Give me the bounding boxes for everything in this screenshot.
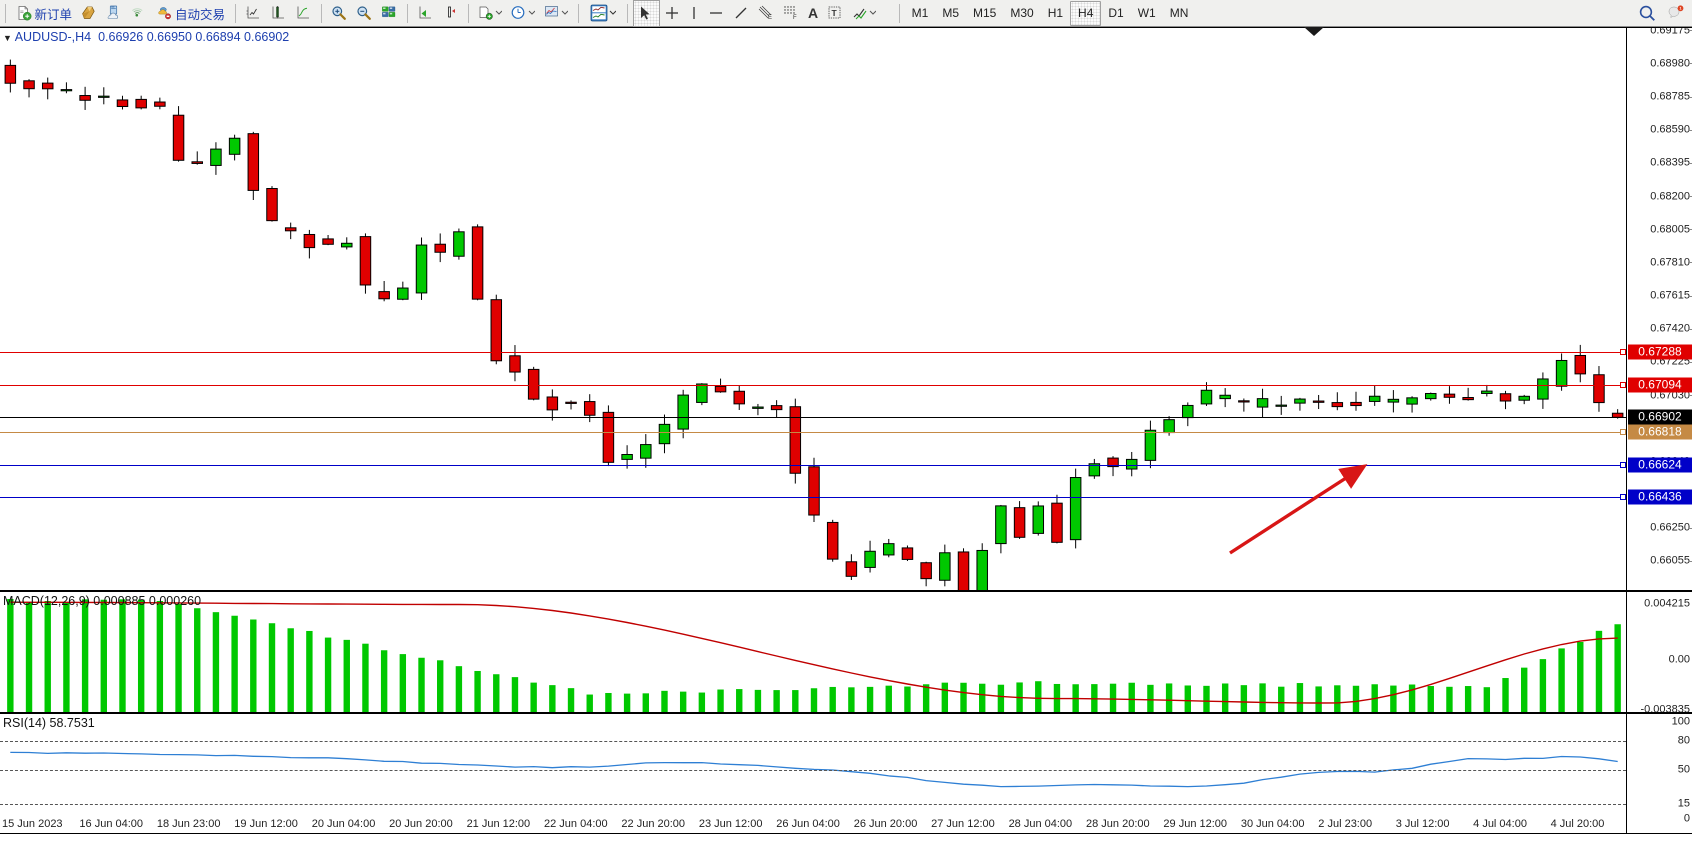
svg-text:T: T (832, 8, 838, 18)
svg-text:F: F (793, 15, 797, 21)
svg-text:1: 1 (1680, 6, 1682, 10)
svg-text:E: E (768, 15, 772, 21)
